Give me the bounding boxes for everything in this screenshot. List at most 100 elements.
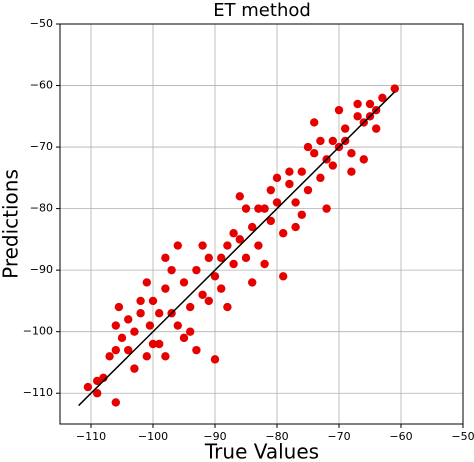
point <box>328 136 337 146</box>
point <box>266 216 275 226</box>
point <box>198 290 207 299</box>
y-tick-label: −70 <box>30 140 53 153</box>
point <box>291 198 300 207</box>
point <box>266 185 275 195</box>
point <box>111 345 121 355</box>
point <box>130 327 139 336</box>
point <box>145 321 155 330</box>
point <box>229 259 238 269</box>
y-tick-label: −110 <box>23 386 53 399</box>
point <box>179 278 189 287</box>
point <box>241 253 251 263</box>
point <box>186 302 195 312</box>
chart-title: ET method <box>213 0 311 21</box>
point <box>161 253 170 263</box>
point <box>83 382 93 392</box>
point <box>372 124 381 133</box>
point <box>303 185 313 195</box>
point <box>365 99 375 109</box>
point <box>210 355 220 364</box>
point <box>390 84 399 93</box>
y-tick-label: −90 <box>30 263 53 276</box>
point <box>341 124 350 133</box>
point <box>142 278 151 287</box>
point <box>111 398 121 407</box>
point <box>93 389 102 398</box>
point <box>161 284 170 293</box>
point <box>235 235 244 244</box>
x-tick-label: −110 <box>76 430 106 443</box>
point <box>378 93 387 103</box>
point <box>114 302 124 312</box>
x-tick-label: −70 <box>327 430 350 443</box>
point <box>279 229 288 238</box>
point <box>297 210 306 219</box>
x-tick-label: −60 <box>389 430 412 443</box>
point <box>272 173 282 183</box>
point <box>155 339 164 349</box>
point <box>217 253 226 263</box>
point <box>142 352 151 361</box>
point <box>124 315 133 324</box>
point <box>192 345 201 355</box>
point <box>285 167 294 176</box>
point <box>328 161 337 170</box>
point <box>316 136 325 146</box>
point <box>310 149 319 158</box>
x-axis-label: True Values <box>204 440 319 462</box>
point <box>93 376 102 386</box>
point <box>155 309 164 318</box>
point <box>303 142 313 152</box>
point <box>148 339 158 349</box>
point <box>117 333 127 343</box>
point <box>136 296 145 306</box>
point <box>310 118 319 127</box>
point <box>223 241 232 250</box>
x-tick-label: −90 <box>203 430 226 443</box>
point <box>161 352 170 361</box>
point <box>285 179 294 189</box>
point <box>167 265 176 275</box>
point <box>260 259 269 269</box>
point <box>359 155 368 164</box>
point <box>334 105 344 115</box>
point <box>204 253 213 263</box>
point <box>353 99 362 109</box>
point <box>248 278 257 287</box>
point <box>272 198 282 207</box>
point <box>235 192 244 201</box>
x-tick-label: −80 <box>265 430 288 443</box>
point <box>254 241 263 250</box>
point <box>260 204 269 213</box>
point <box>241 204 251 213</box>
point <box>223 302 232 312</box>
point <box>105 352 114 361</box>
point <box>297 167 306 176</box>
plot-frame <box>59 23 464 425</box>
point <box>111 321 121 330</box>
point <box>291 222 300 232</box>
point <box>316 173 325 183</box>
y-tick-label: −100 <box>23 325 53 338</box>
point <box>279 272 288 281</box>
point <box>353 112 362 121</box>
point <box>99 373 108 383</box>
y-tick-label: −80 <box>30 202 53 215</box>
x-tick-label: −100 <box>138 430 168 443</box>
y-tick-label: −50 <box>30 17 53 30</box>
point <box>173 321 182 330</box>
point <box>347 149 356 158</box>
point <box>248 222 257 232</box>
point <box>148 296 158 306</box>
point <box>347 167 356 176</box>
point <box>210 272 220 281</box>
point <box>217 284 226 293</box>
point <box>179 333 189 343</box>
point <box>192 265 201 275</box>
y-tick-label: −60 <box>30 79 53 92</box>
point <box>198 241 207 250</box>
point <box>186 327 195 336</box>
reference-line <box>78 91 396 407</box>
point <box>204 296 213 306</box>
point <box>136 309 145 318</box>
